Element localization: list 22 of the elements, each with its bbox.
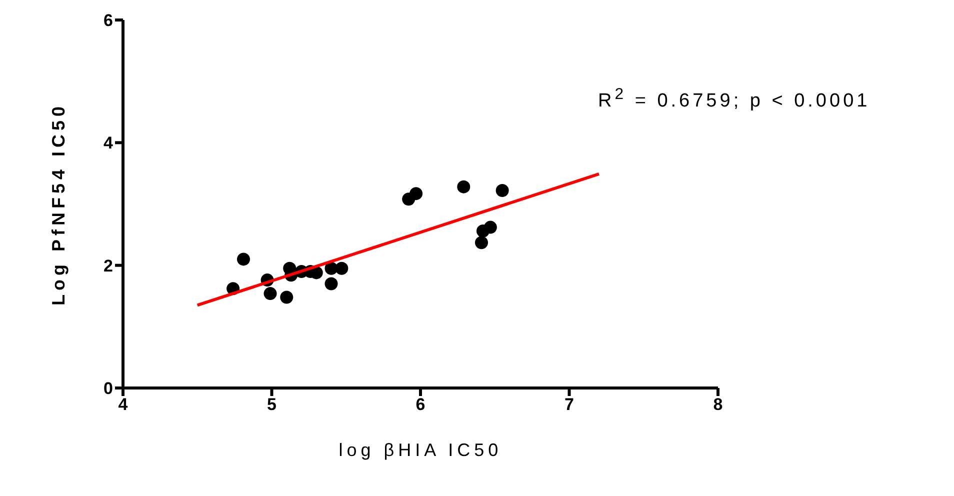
x-axis-title: log βHIA IC50	[338, 440, 502, 460]
y-tick-label: 4	[104, 134, 114, 153]
point	[236, 252, 250, 266]
point	[335, 262, 348, 275]
y-axis-title: Log PfNF54 IC50	[48, 102, 68, 306]
x-tick-label: 4	[118, 395, 128, 414]
point	[496, 184, 509, 198]
annotation: R$^{2}$ = 0.6759; p < 0.0001	[598, 86, 870, 112]
x-tick-label: 7	[564, 395, 574, 414]
x-tick-label: 6	[416, 395, 426, 414]
point	[457, 180, 470, 194]
point	[324, 277, 338, 290]
y-tick-label: 6	[104, 11, 113, 30]
point	[264, 287, 277, 300]
x-tick-label: 5	[267, 395, 276, 414]
y-tick-label: 2	[104, 256, 113, 276]
y-tick-label: 0	[104, 379, 113, 398]
point	[474, 236, 488, 250]
point	[280, 290, 294, 304]
point	[484, 220, 497, 234]
point	[410, 187, 423, 200]
x-tick-label: 8	[713, 395, 723, 414]
